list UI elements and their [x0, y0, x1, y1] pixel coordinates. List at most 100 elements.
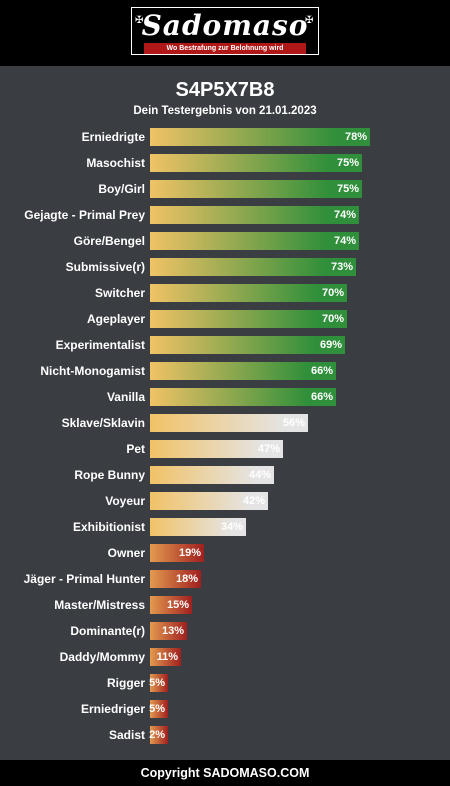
- result-bar: 70%: [150, 310, 347, 328]
- result-bar: 19%: [150, 544, 204, 562]
- result-percent: 78%: [344, 131, 367, 143]
- result-percent: 15%: [166, 599, 189, 611]
- result-label: Erniedriger: [80, 702, 145, 716]
- result-label: Sadist: [108, 728, 145, 742]
- result-label: Gejagte - Primal Prey: [24, 208, 145, 222]
- result-subtitle: Dein Testergebnis von 21.01.2023: [133, 105, 317, 117]
- result-label: Vanilla: [106, 390, 145, 404]
- logo-wordmark: Sadomaso: [141, 9, 309, 42]
- result-row: Exhibitionist 34%: [0, 518, 450, 536]
- result-row: Master/Mistress 15%: [0, 596, 450, 614]
- result-row: Dominante(r) 13%: [0, 622, 450, 640]
- result-row: Masochist 75%: [0, 154, 450, 172]
- result-label: Master/Mistress: [54, 598, 145, 612]
- result-row: Daddy/Mommy 11%: [0, 648, 450, 666]
- result-percent: 75%: [336, 157, 359, 169]
- result-row: Sadist 2%: [0, 726, 450, 744]
- ornament-left-icon: ✠: [135, 15, 144, 26]
- result-percent: 73%: [330, 261, 353, 273]
- result-bar: 75%: [150, 180, 362, 198]
- result-bar: 34%: [150, 518, 246, 536]
- result-percent: 70%: [321, 313, 344, 325]
- logo-tagline: Wo Bestrafung zur Belohnung wird: [144, 43, 306, 54]
- result-label: Jäger - Primal Hunter: [23, 572, 145, 586]
- result-percent: 74%: [333, 235, 356, 247]
- result-percent: 47%: [257, 443, 280, 455]
- result-row: Switcher 70%: [0, 284, 450, 302]
- result-row: Rope Bunny 44%: [0, 466, 450, 484]
- result-bar: 5%: [149, 674, 168, 692]
- result-percent: 42%: [242, 495, 265, 507]
- result-bar: 47%: [150, 440, 283, 458]
- result-row: Jäger - Primal Hunter 18%: [0, 570, 450, 588]
- result-label: Nicht-Monogamist: [40, 364, 145, 378]
- result-percent: 66%: [310, 391, 333, 403]
- result-row: Experimentalist 69%: [0, 336, 450, 354]
- result-bar: 11%: [150, 648, 181, 666]
- result-percent: 19%: [178, 547, 201, 559]
- result-percent: 74%: [333, 209, 356, 221]
- result-bar: 44%: [150, 466, 274, 484]
- result-bar: 74%: [150, 206, 359, 224]
- result-percent: 44%: [248, 469, 271, 481]
- result-label: Owner: [107, 546, 145, 560]
- site-header: ✠ ✠ Sadomaso Wo Bestrafung zur Belohnung…: [0, 0, 450, 66]
- result-row: Gejagte - Primal Prey 74%: [0, 206, 450, 224]
- site-footer[interactable]: Copyright SADOMASO.COM: [0, 760, 450, 786]
- result-bar: 56%: [150, 414, 308, 432]
- result-label: Switcher: [94, 286, 145, 300]
- result-percent: 18%: [175, 573, 198, 585]
- result-label: Experimentalist: [55, 338, 145, 352]
- result-bar: 13%: [150, 622, 187, 640]
- result-label: Erniedrigte: [81, 130, 145, 144]
- result-percent: 5%: [149, 677, 165, 689]
- result-bar: 69%: [150, 336, 345, 354]
- result-bar: 66%: [150, 388, 336, 406]
- result-bar: 73%: [150, 258, 356, 276]
- result-label: Pet: [126, 442, 145, 456]
- result-bar: 18%: [150, 570, 201, 588]
- result-percent: 75%: [336, 183, 359, 195]
- result-row: Rigger 5%: [0, 674, 450, 692]
- ornament-right-icon: ✠: [305, 15, 314, 26]
- result-label: Voyeur: [105, 494, 145, 508]
- result-percent: 5%: [149, 703, 165, 715]
- result-bar: 75%: [150, 154, 362, 172]
- result-label: Göre/Bengel: [73, 234, 145, 248]
- result-label: Dominante(r): [70, 624, 145, 638]
- result-label: Rigger: [106, 676, 145, 690]
- result-row: Sklave/Sklavin 56%: [0, 414, 450, 432]
- site-logo[interactable]: ✠ ✠ Sadomaso Wo Bestrafung zur Belohnung…: [131, 7, 319, 55]
- result-bar: 74%: [150, 232, 359, 250]
- result-label: Masochist: [86, 156, 145, 170]
- result-percent: 56%: [282, 417, 305, 429]
- result-row: Ageplayer 70%: [0, 310, 450, 328]
- result-percent: 13%: [161, 625, 184, 637]
- result-percent: 69%: [319, 339, 342, 351]
- result-row: Göre/Bengel 74%: [0, 232, 450, 250]
- result-label: Ageplayer: [86, 312, 145, 326]
- result-percent: 2%: [149, 729, 165, 741]
- result-bar: 42%: [150, 492, 268, 510]
- result-panel: S4P5X7B8 Dein Testergebnis von 21.01.202…: [0, 66, 450, 760]
- result-row: Pet 47%: [0, 440, 450, 458]
- result-percent: 11%: [156, 651, 178, 663]
- result-row: Boy/Girl 75%: [0, 180, 450, 198]
- result-row: Owner 19%: [0, 544, 450, 562]
- result-percent: 66%: [310, 365, 333, 377]
- result-row: Nicht-Monogamist 66%: [0, 362, 450, 380]
- result-row: Voyeur 42%: [0, 492, 450, 510]
- result-bar: 15%: [150, 596, 192, 614]
- result-label: Daddy/Mommy: [59, 650, 145, 664]
- result-bar: 5%: [149, 700, 168, 718]
- result-bar: 2%: [149, 726, 168, 744]
- result-label: Submissive(r): [65, 260, 145, 274]
- result-row: Vanilla 66%: [0, 388, 450, 406]
- result-row: Erniedriger 5%: [0, 700, 450, 718]
- result-title: S4P5X7B8: [175, 79, 275, 101]
- result-percent: 34%: [220, 521, 243, 533]
- result-label: Boy/Girl: [98, 182, 145, 196]
- result-bar: 78%: [150, 128, 370, 146]
- result-row: Submissive(r) 73%: [0, 258, 450, 276]
- result-row: Erniedrigte 78%: [0, 128, 450, 146]
